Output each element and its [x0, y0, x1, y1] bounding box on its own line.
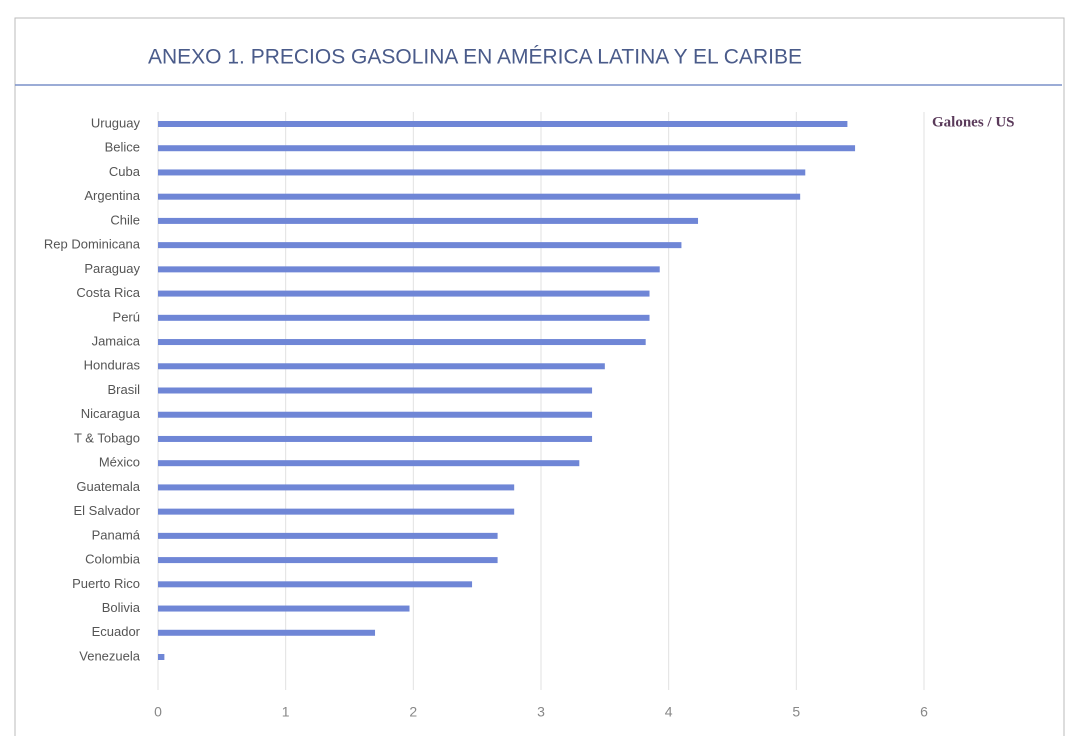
x-tick-label: 2	[409, 704, 417, 720]
y-tick-label: Uruguay	[91, 115, 141, 130]
bar	[158, 484, 515, 491]
bar	[158, 363, 605, 370]
y-tick-label: Cuba	[109, 164, 141, 179]
x-tick-label: 3	[537, 704, 545, 720]
x-tick-label: 5	[792, 704, 800, 720]
bar	[158, 290, 650, 297]
bar	[158, 435, 593, 442]
bar	[158, 217, 699, 224]
chart-title: ANEXO 1. PRECIOS GASOLINA EN AMÉRICA LAT…	[148, 46, 802, 69]
x-tick-label: 6	[920, 704, 928, 720]
bar	[158, 193, 801, 200]
bar	[158, 605, 410, 612]
bar	[158, 532, 498, 539]
y-tick-label: Jamaica	[92, 333, 141, 348]
bar	[158, 460, 580, 467]
y-tick-label: T & Tobago	[74, 430, 140, 445]
y-tick-label: El Salvador	[74, 503, 141, 518]
bar	[158, 242, 682, 249]
y-tick-label: Perú	[113, 309, 140, 324]
x-tick-label: 1	[282, 704, 290, 720]
y-tick-label: Nicaragua	[81, 406, 141, 421]
bar	[158, 121, 848, 127]
y-tick-label: Bolivia	[102, 600, 141, 615]
y-tick-label: Rep Dominicana	[44, 237, 141, 252]
bar	[158, 169, 806, 176]
y-tick-label: México	[99, 455, 140, 470]
x-tick-label: 4	[665, 704, 673, 720]
y-tick-label: Belice	[105, 140, 140, 155]
bar	[158, 508, 515, 515]
unit-label: Galones / US	[932, 114, 1015, 130]
y-tick-label: Panamá	[92, 527, 141, 542]
x-tick-label: 0	[154, 704, 162, 720]
y-tick-label: Puerto Rico	[72, 576, 140, 591]
bar	[158, 629, 376, 636]
bar	[158, 314, 650, 321]
bar	[158, 145, 856, 152]
y-tick-label: Costa Rica	[76, 285, 140, 300]
y-tick-label: Ecuador	[92, 624, 141, 639]
y-tick-label: Honduras	[84, 358, 141, 373]
y-tick-label: Guatemala	[76, 479, 140, 494]
bar	[158, 654, 165, 660]
y-tick-label: Brasil	[107, 382, 140, 397]
y-tick-label: Venezuela	[79, 648, 140, 663]
bar	[158, 557, 498, 564]
frame	[14, 17, 1065, 736]
bar	[158, 266, 660, 273]
bar	[158, 581, 473, 588]
y-tick-label: Paraguay	[84, 261, 140, 276]
y-tick-label: Colombia	[85, 552, 141, 567]
bar	[158, 339, 646, 346]
y-tick-label: Chile	[110, 212, 140, 227]
bar	[158, 387, 593, 394]
bar	[158, 411, 593, 418]
y-tick-label: Argentina	[84, 188, 140, 203]
